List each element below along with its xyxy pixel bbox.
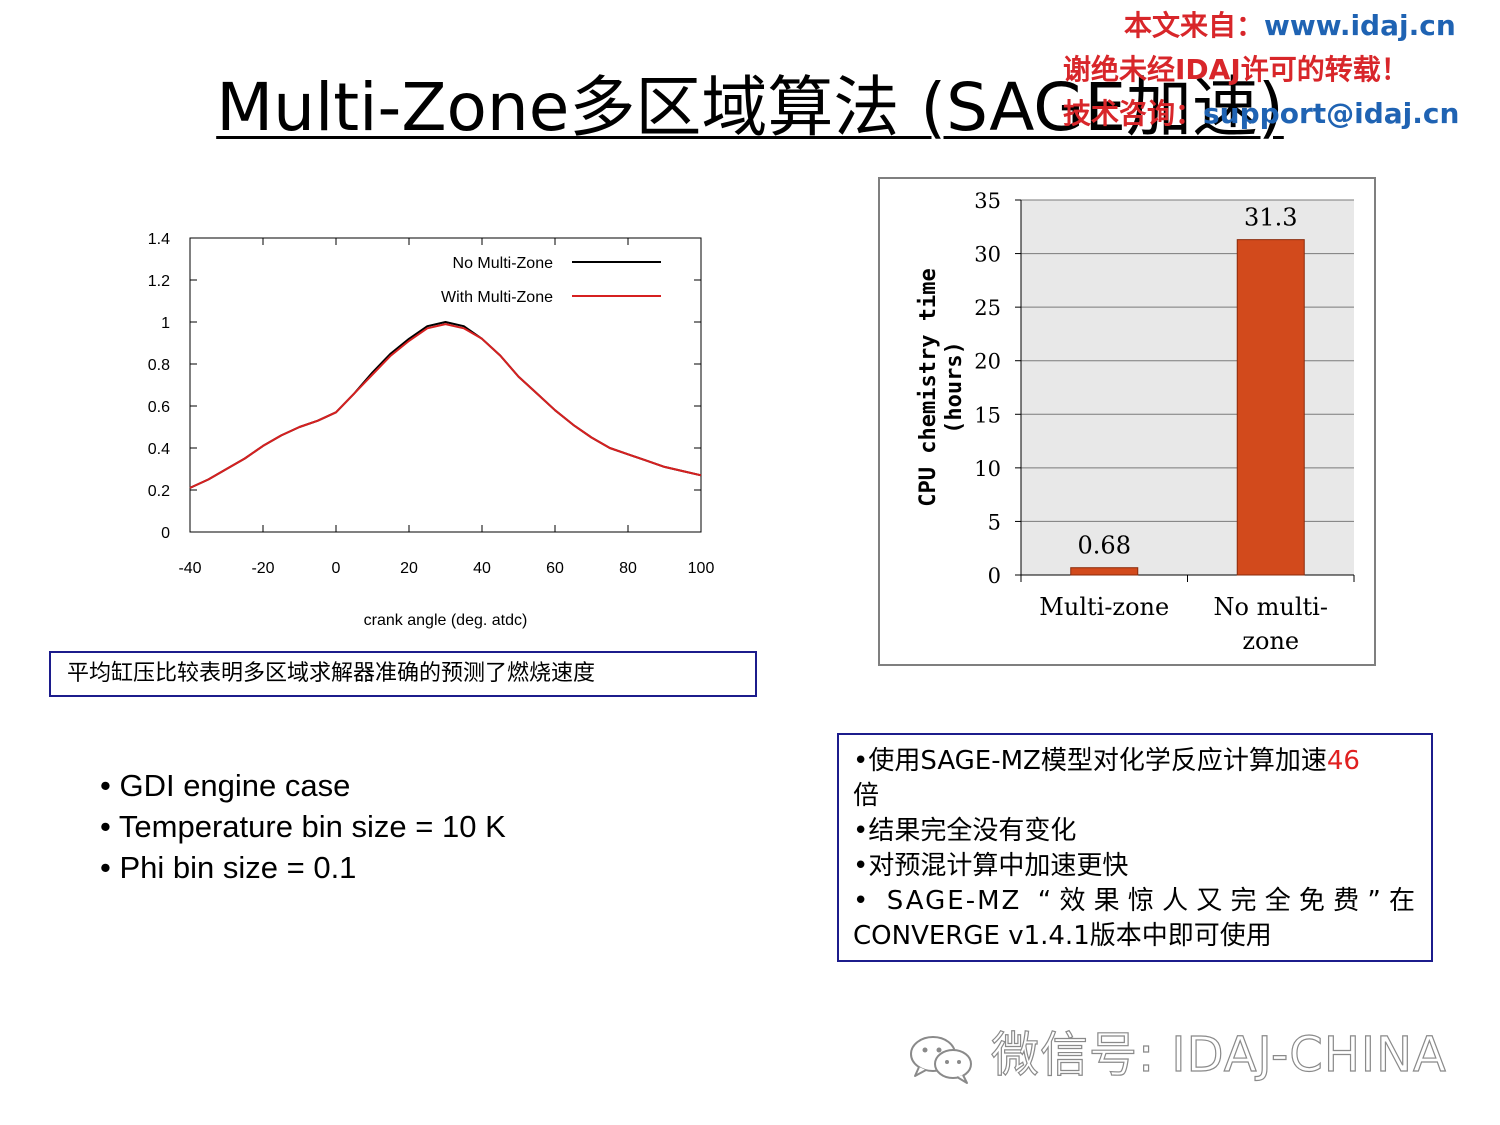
caption-text: 平均缸压比较表明多区域求解器准确的预测了燃烧速度 [67, 661, 596, 686]
watermark-source: 本文来自：www.idaj.cn [1124, 4, 1456, 44]
slide-title-text: Multi-Zone多区域算法 (SAGE加速) [216, 69, 1284, 146]
result-line-speedup: •使用SAGE-MZ模型对化学反应计算加速46 [853, 744, 1417, 779]
bullet-item: • Temperature bin size = 10 K [100, 809, 506, 844]
y-tick-label: 0 [161, 525, 170, 542]
y-tick-label: 25 [974, 296, 1001, 320]
watermark-email: support@idaj.cn [1203, 97, 1460, 130]
case-bullet-list: • GDI engine case • Temperature bin size… [100, 765, 506, 888]
watermark-contact-prefix: 技术咨询： [1063, 97, 1204, 130]
x-tick-label: 100 [688, 560, 715, 577]
y-axis-label-line: (hours) [942, 341, 967, 434]
x-tick-label: 60 [546, 560, 564, 577]
result-line-free: • SAGE-MZ “效果惊人又完全免费”在 [853, 886, 1417, 916]
y-tick-label: 35 [974, 189, 1001, 213]
bar [1070, 567, 1139, 576]
watermark-source-prefix: 本文来自： [1124, 9, 1265, 42]
caption-box: 平均缸压比较表明多区域求解器准确的预测了燃烧速度 [49, 651, 757, 697]
y-tick-label: 1.2 [148, 273, 170, 290]
bar-value-label: 0.68 [1078, 532, 1131, 560]
legend-label: No Multi-Zone [453, 255, 554, 272]
result-line-version: CONVERGE v1.4.1版本中即可使用 [853, 921, 1272, 951]
y-tick-label: 0 [988, 564, 1001, 588]
y-tick-label: 0.2 [148, 483, 170, 500]
y-tick-label: 0.6 [148, 399, 170, 416]
y-tick-label: 10 [974, 457, 1001, 481]
y-tick-label: 1 [161, 315, 170, 332]
y-tick-label: 30 [974, 243, 1001, 267]
bullet-item: • Phi bin size = 0.1 [100, 850, 357, 885]
y-tick-label: 5 [988, 510, 1001, 534]
watermark-contact: 技术咨询：support@idaj.cn [1063, 92, 1459, 132]
pressure-line-chart: -40 -20 0 20 40 60 80 100 0 0.2 0.4 0.6 0.8 1 1.2 1.4 cr… [148, 231, 715, 629]
watermark-url: www.idaj.cn [1264, 9, 1456, 42]
y-tick-label: 15 [974, 403, 1001, 427]
x-tick-label: 40 [473, 560, 491, 577]
bar [1236, 239, 1305, 576]
result-line-speedup-unit: 倍 [853, 781, 880, 811]
x-tick-label: 0 [332, 560, 341, 577]
plot-frame [189, 237, 702, 533]
x-axis-label: crank angle (deg. atdc) [364, 612, 528, 629]
y-axis-label-line: CPU chemistry time [916, 268, 941, 506]
wechat-icon [910, 1036, 972, 1084]
x-tick-label: -20 [251, 560, 274, 577]
bar-value-label: 31.3 [1244, 204, 1297, 232]
bullet-item: • GDI engine case [100, 768, 351, 803]
bar-chart-frame [878, 177, 1376, 666]
wechat-id-text: 微信号: IDAJ-CHINA [990, 1026, 1447, 1083]
wechat-footer: 微信号: IDAJ-CHINA [905, 1015, 1447, 1086]
cpu-time-bar-chart: 0 5 10 15 20 25 30 35 0.68 Multi-zone 31.3 No multi… [916, 189, 1355, 655]
category-label: zone [1242, 627, 1299, 655]
legend-label: With Multi-Zone [441, 289, 553, 306]
x-tick-label: 20 [400, 560, 418, 577]
x-tick-label: -40 [178, 560, 201, 577]
slide-title: Multi-Zone多区域算法 (SAGE加速) [0, 68, 1500, 148]
y-tick-label: 0.8 [148, 357, 170, 374]
result-line-premixed: •对预混计算中加速更快 [853, 851, 1129, 881]
y-tick-label: 20 [974, 350, 1001, 374]
y-tick-label: 1.4 [148, 231, 170, 248]
category-label: No multi- [1214, 593, 1328, 621]
y-axis-label: CPU chemistry time (hours) [916, 268, 967, 506]
speedup-value: 46 [1326, 746, 1360, 776]
watermark-notice: 谢绝未经IDAJ许可的转载！ [1063, 53, 1409, 86]
series-line-with-multi-zone [189, 323, 702, 489]
x-tick-label: 80 [619, 560, 637, 577]
results-box: •使用SAGE-MZ模型对化学反应计算加速46 倍 •结果完全没有变化 •对预混… [837, 733, 1433, 962]
result-speedup-text: •使用SAGE-MZ模型对化学反应计算加速 [853, 746, 1327, 776]
y-tick-label: 0.4 [148, 441, 170, 458]
series-line-no-multi-zone [189, 321, 702, 489]
category-label: Multi-zone [1039, 593, 1169, 621]
result-line-unchanged: •结果完全没有变化 [853, 816, 1077, 846]
